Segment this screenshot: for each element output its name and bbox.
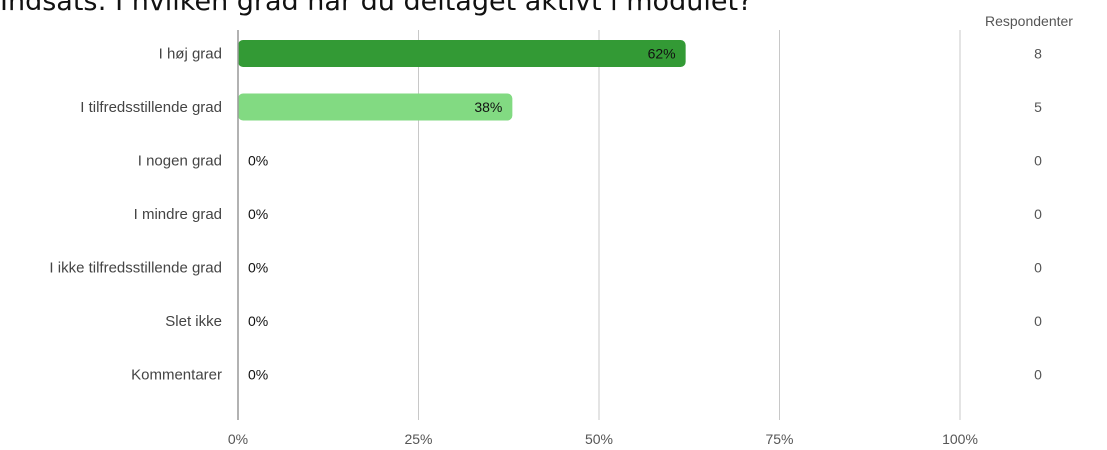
bar-value-label: 0% — [248, 367, 268, 383]
chart-title: Indsats: I hvilken grad har du deltaget … — [0, 0, 753, 17]
x-tick-label: 100% — [942, 431, 978, 447]
category-label: I nogen grad — [138, 153, 222, 170]
respondent-count: 0 — [1034, 367, 1042, 383]
bar-value-label: 62% — [648, 46, 676, 62]
respondent-count: 8 — [1034, 46, 1042, 62]
category-label: I ikke tilfredsstillende grad — [49, 260, 222, 277]
category-label: Kommentarer — [131, 367, 222, 384]
x-tick-label: 0% — [228, 431, 248, 447]
category-label: Slet ikke — [165, 313, 222, 330]
x-tick-label: 25% — [404, 431, 432, 447]
bar-value-label: 0% — [248, 206, 268, 222]
bar — [238, 40, 686, 67]
respondent-count: 5 — [1034, 99, 1042, 115]
bar-value-label: 38% — [474, 99, 502, 115]
x-tick-label: 75% — [765, 431, 793, 447]
bar — [238, 93, 513, 121]
respondent-count: 0 — [1034, 206, 1042, 222]
respondent-count: 0 — [1034, 313, 1042, 329]
category-label: I høj grad — [159, 46, 222, 63]
bar-value-label: 0% — [248, 313, 268, 329]
respondent-count: 0 — [1034, 260, 1042, 276]
x-tick-label: 50% — [585, 431, 613, 447]
respondent-count: 0 — [1034, 153, 1042, 169]
category-label: I tilfredsstillende grad — [80, 99, 222, 116]
bar-value-label: 0% — [248, 153, 268, 169]
respondents-header: Respondenter — [985, 13, 1073, 29]
category-label: I mindre grad — [134, 206, 222, 223]
bar-value-label: 0% — [248, 260, 268, 276]
